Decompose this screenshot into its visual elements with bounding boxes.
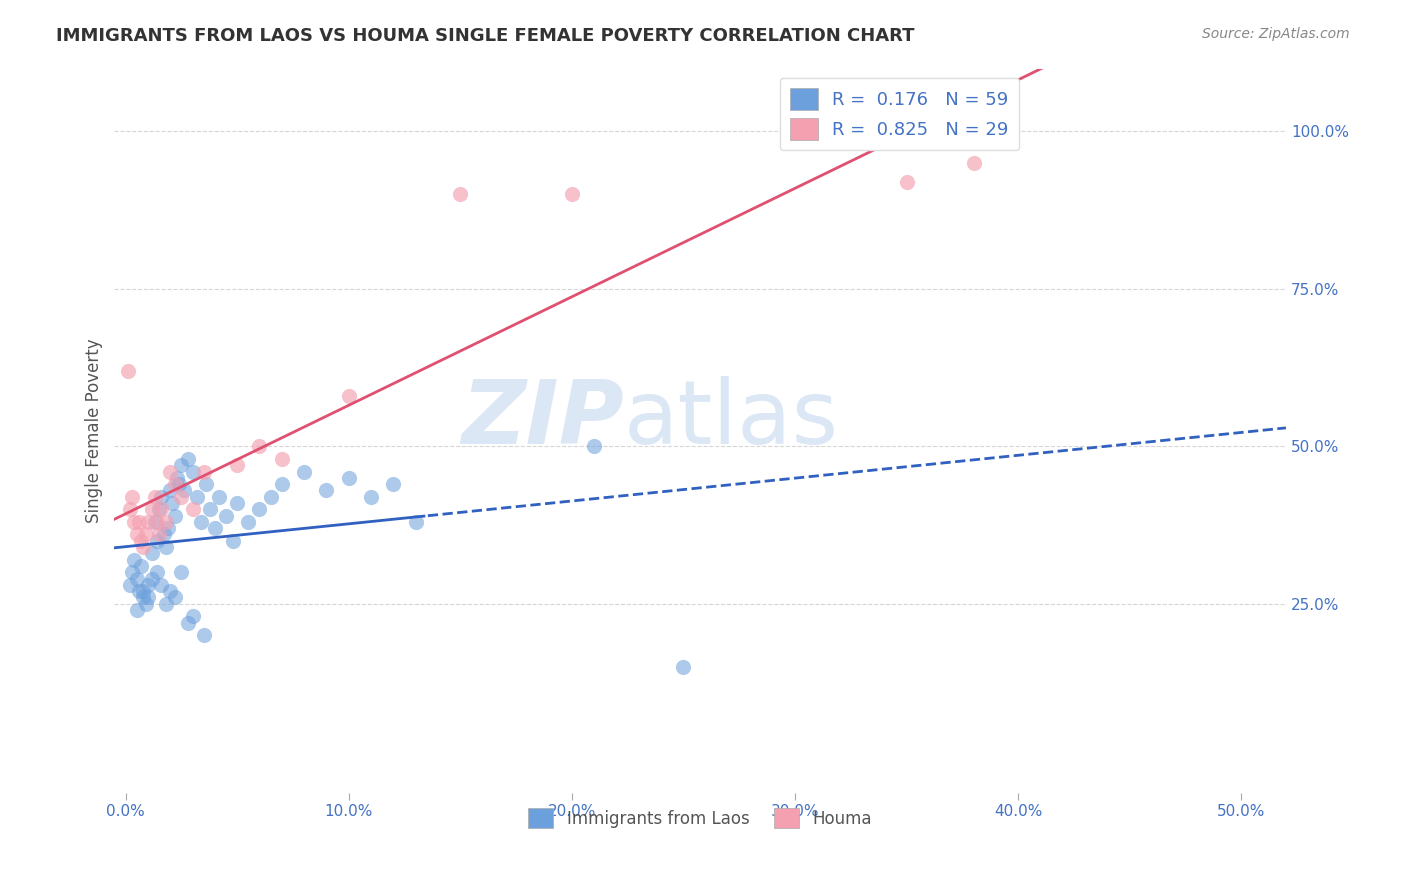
Legend: Immigrants from Laos, Houma: Immigrants from Laos, Houma xyxy=(522,801,879,835)
Point xyxy=(117,364,139,378)
Text: ZIP: ZIP xyxy=(461,376,624,463)
Point xyxy=(270,451,292,466)
Point xyxy=(155,515,177,529)
Point xyxy=(194,477,217,491)
Point xyxy=(170,566,193,580)
Point xyxy=(561,187,583,202)
Text: Source: ZipAtlas.com: Source: ZipAtlas.com xyxy=(1202,27,1350,41)
Point xyxy=(962,156,984,170)
Point xyxy=(150,502,173,516)
Point xyxy=(124,515,146,529)
Point xyxy=(141,502,163,516)
Point xyxy=(292,465,315,479)
Point xyxy=(360,490,382,504)
Point xyxy=(672,659,695,673)
Point xyxy=(121,566,143,580)
Point xyxy=(177,615,200,630)
Point xyxy=(208,490,231,504)
Point xyxy=(167,477,190,491)
Point xyxy=(259,490,281,504)
Point xyxy=(148,527,170,541)
Point xyxy=(143,515,166,529)
Point xyxy=(136,515,159,529)
Point xyxy=(136,591,159,605)
Point xyxy=(146,515,169,529)
Point xyxy=(337,389,360,403)
Point xyxy=(155,597,177,611)
Point xyxy=(128,584,150,599)
Point xyxy=(121,490,143,504)
Point xyxy=(155,540,177,554)
Point xyxy=(143,490,166,504)
Point xyxy=(238,515,260,529)
Point xyxy=(193,465,215,479)
Point xyxy=(163,508,186,523)
Point xyxy=(382,477,405,491)
Point xyxy=(125,527,148,541)
Point xyxy=(315,483,337,498)
Text: atlas: atlas xyxy=(624,376,839,463)
Point xyxy=(159,465,181,479)
Point xyxy=(226,496,249,510)
Point xyxy=(405,515,427,529)
Point xyxy=(221,533,243,548)
Point xyxy=(449,187,471,202)
Point xyxy=(337,471,360,485)
Point xyxy=(124,552,146,566)
Point xyxy=(132,584,155,599)
Point xyxy=(128,515,150,529)
Point xyxy=(148,502,170,516)
Point xyxy=(132,540,155,554)
Point xyxy=(177,451,200,466)
Point xyxy=(190,515,212,529)
Point xyxy=(226,458,249,473)
Point xyxy=(135,527,157,541)
Point xyxy=(129,533,152,548)
Point xyxy=(163,477,186,491)
Point xyxy=(249,502,271,516)
Text: IMMIGRANTS FROM LAOS VS HOUMA SINGLE FEMALE POVERTY CORRELATION CHART: IMMIGRANTS FROM LAOS VS HOUMA SINGLE FEM… xyxy=(56,27,915,45)
Point xyxy=(186,490,208,504)
Point xyxy=(181,609,204,624)
Point xyxy=(163,591,186,605)
Point xyxy=(193,628,215,642)
Point xyxy=(215,508,238,523)
Point xyxy=(135,597,157,611)
Point xyxy=(118,502,141,516)
Point xyxy=(170,458,193,473)
Point xyxy=(152,527,174,541)
Point xyxy=(150,490,173,504)
Point xyxy=(136,578,159,592)
Point xyxy=(150,578,173,592)
Point xyxy=(270,477,292,491)
Point xyxy=(249,439,271,453)
Point xyxy=(583,439,606,453)
Point xyxy=(896,175,918,189)
Point xyxy=(146,533,169,548)
Point xyxy=(146,566,169,580)
Point xyxy=(181,465,204,479)
Point xyxy=(141,572,163,586)
Point xyxy=(118,578,141,592)
Point xyxy=(159,483,181,498)
Point xyxy=(166,471,188,485)
Point xyxy=(173,483,195,498)
Point xyxy=(162,496,184,510)
Point xyxy=(170,490,193,504)
Point xyxy=(200,502,222,516)
Point xyxy=(129,558,152,573)
Point xyxy=(125,603,148,617)
Point xyxy=(156,521,179,535)
Point xyxy=(125,572,148,586)
Point xyxy=(159,584,181,599)
Y-axis label: Single Female Poverty: Single Female Poverty xyxy=(86,338,103,523)
Point xyxy=(181,502,204,516)
Point xyxy=(132,591,155,605)
Point xyxy=(141,546,163,560)
Point xyxy=(204,521,226,535)
